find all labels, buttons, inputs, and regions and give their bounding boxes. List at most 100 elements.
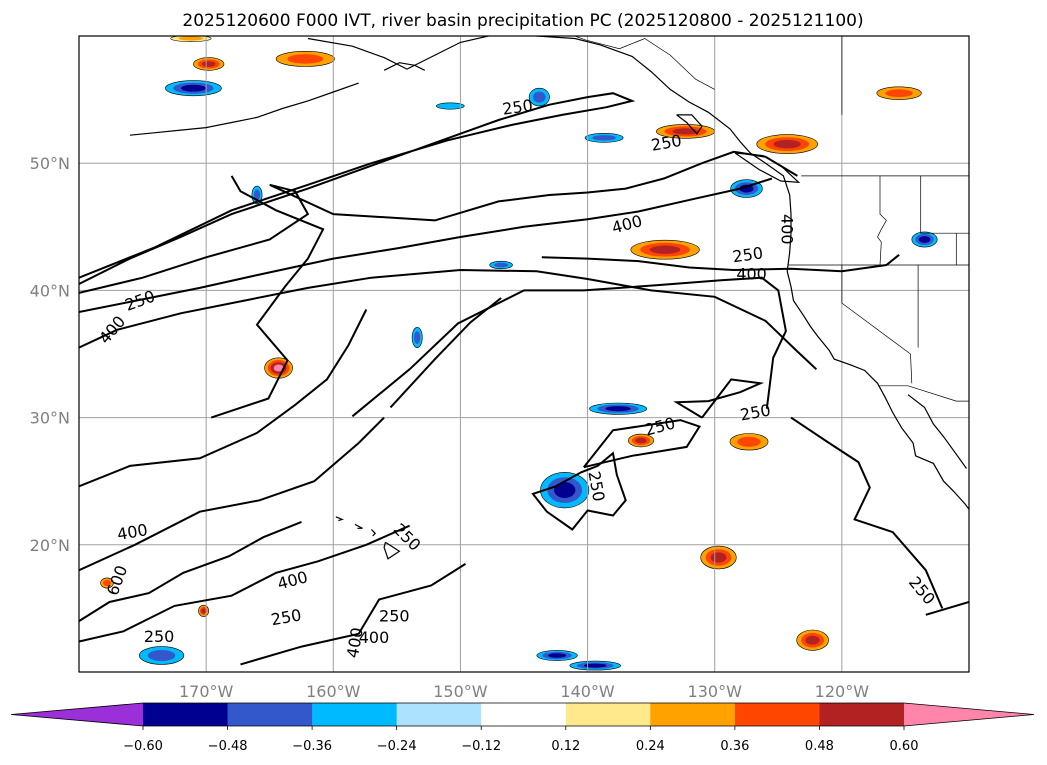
lon-tick-label: 120°W xyxy=(815,682,870,701)
pc-blob-12-level-2 xyxy=(605,406,631,412)
lat-tick-label: 40°N xyxy=(30,281,70,300)
pc-blob-4-level-1 xyxy=(533,91,546,103)
ivt-contour-line xyxy=(79,268,818,371)
pc-blob-22-level-1 xyxy=(147,650,176,661)
border-line xyxy=(877,175,887,266)
latitude-tick-labels: 50°N 40°N 30°N 20°N xyxy=(30,154,70,555)
coastlines xyxy=(129,36,969,560)
ivt-contour-line xyxy=(79,309,368,488)
ivt-contour-line xyxy=(79,416,385,572)
ivt-contour-label: 400 xyxy=(359,628,390,647)
pc-blob-21-level-2 xyxy=(201,608,206,614)
colorbar-tick-label: −0.36 xyxy=(292,739,332,754)
pc-blob-2-level-1 xyxy=(287,54,324,64)
border-line xyxy=(920,175,969,234)
ivt-contour-line xyxy=(389,297,502,409)
lon-tick-label: 140°W xyxy=(560,682,615,701)
colorbar-tick-label: −0.60 xyxy=(123,739,163,754)
pc-blob-6-level-2 xyxy=(773,139,801,149)
colorbar-bin xyxy=(481,703,567,726)
pc-blob-19-level-2 xyxy=(548,653,567,658)
colorbar-tick-label: 0.48 xyxy=(805,739,834,754)
border-line xyxy=(574,36,715,90)
colorbar-bin xyxy=(650,703,736,726)
coastline xyxy=(354,523,363,529)
longitude-tick-labels: 170°W 160°W 150°W 140°W 130°W 120°W xyxy=(179,682,869,701)
map-background xyxy=(79,36,969,672)
colorbar: −0.60 −0.48 −0.36 −0.24 −0.12 0.12 0.24 0.36 0.4… xyxy=(10,702,1035,754)
ivt-contour-line xyxy=(79,92,636,285)
lat-tick-label: 30°N xyxy=(30,409,70,428)
pc-blob-18-level-2 xyxy=(583,663,607,668)
colorbar-under-arrow xyxy=(11,703,143,726)
coastline xyxy=(488,36,969,510)
ivt-contour-line xyxy=(79,520,302,622)
ivt-contour-line xyxy=(531,451,627,531)
ivt-contour-line xyxy=(673,378,765,419)
colorbar-tick-label: 0.12 xyxy=(551,739,580,754)
border-line xyxy=(841,265,913,384)
pc-blob-25-level-1 xyxy=(592,135,616,141)
pc-blob-3-level-1 xyxy=(178,36,204,41)
pc-blob-11-level-3 xyxy=(273,364,284,372)
ivt-contours xyxy=(79,92,969,666)
pc-blob-9-level-2 xyxy=(649,245,681,254)
coastline xyxy=(370,529,377,537)
colorbar-tick-label: 0.24 xyxy=(636,739,665,754)
lon-tick-label: 150°W xyxy=(433,682,488,701)
ivt-contour-label: 400 xyxy=(736,264,767,283)
colorbar-bin xyxy=(312,703,398,726)
lat-tick-label: 50°N xyxy=(30,154,70,173)
ivt-contour-label: 250 xyxy=(731,243,764,266)
pc-blob-17-level-1 xyxy=(414,331,421,344)
pc-blob-23-level-1 xyxy=(103,579,111,587)
ivt-contour-label: 250 xyxy=(501,96,534,119)
ivt-contour-label: 250 xyxy=(144,627,175,646)
colorbar-bin xyxy=(143,703,229,726)
colorbar-bin xyxy=(819,703,905,726)
ivt-contour-line xyxy=(790,416,944,609)
pc-blob-24-level-2 xyxy=(635,437,647,444)
colorbar-tick-label: −0.48 xyxy=(208,739,248,754)
ivt-contour-label: 250 xyxy=(379,607,410,626)
ivt-contour-label: 400 xyxy=(778,214,797,245)
pc-blob-16-level-1 xyxy=(737,436,761,447)
coastline xyxy=(383,62,426,71)
coastline xyxy=(676,114,703,135)
colorbar-bin xyxy=(565,703,651,726)
political-borders xyxy=(574,36,969,402)
pc-blob-14-level-2 xyxy=(710,552,727,563)
pc-blob-10-level-1 xyxy=(885,89,913,98)
ivt-contour-line xyxy=(79,177,773,313)
pc-blob-15-level-2 xyxy=(805,635,820,645)
coastline xyxy=(335,516,344,522)
ivt-contour-line xyxy=(79,150,798,294)
ivt-contour-line xyxy=(210,175,325,419)
colorbar-over-arrow xyxy=(904,703,1034,726)
ivt-contour-line xyxy=(925,601,969,616)
pc-blob-8-level-2 xyxy=(918,236,931,243)
pc-blob-13-level-2 xyxy=(554,482,576,498)
colorbar-tick-label: 0.60 xyxy=(890,739,919,754)
map-frame xyxy=(78,35,970,673)
lon-tick-label: 170°W xyxy=(179,682,234,701)
colorbar-bin xyxy=(227,703,313,726)
ivt-contour-line xyxy=(79,524,411,643)
pc-blob-5-level-2 xyxy=(672,128,699,135)
coastline xyxy=(307,36,489,70)
pc-blob-26-level-0 xyxy=(435,102,465,110)
pc-blob-0-level-2 xyxy=(181,84,206,92)
colorbar-tick-label: −0.24 xyxy=(377,739,417,754)
colorbar-tick-label: 0.36 xyxy=(720,739,749,754)
pc-blob-20-level-1 xyxy=(253,189,261,201)
coastline xyxy=(383,541,401,560)
lon-tick-label: 160°W xyxy=(306,682,361,701)
pc-blob-1-level-2 xyxy=(201,61,216,67)
ivt-contour-line xyxy=(541,254,900,273)
ivt-contour-line xyxy=(240,563,467,666)
chart-title: 2025120600 F000 IVT, river basin precipi… xyxy=(182,11,863,31)
colorbar-tick-label: −0.12 xyxy=(461,739,501,754)
ivt-contour-line xyxy=(583,419,702,469)
pc-blob-7-level-2 xyxy=(739,184,754,193)
